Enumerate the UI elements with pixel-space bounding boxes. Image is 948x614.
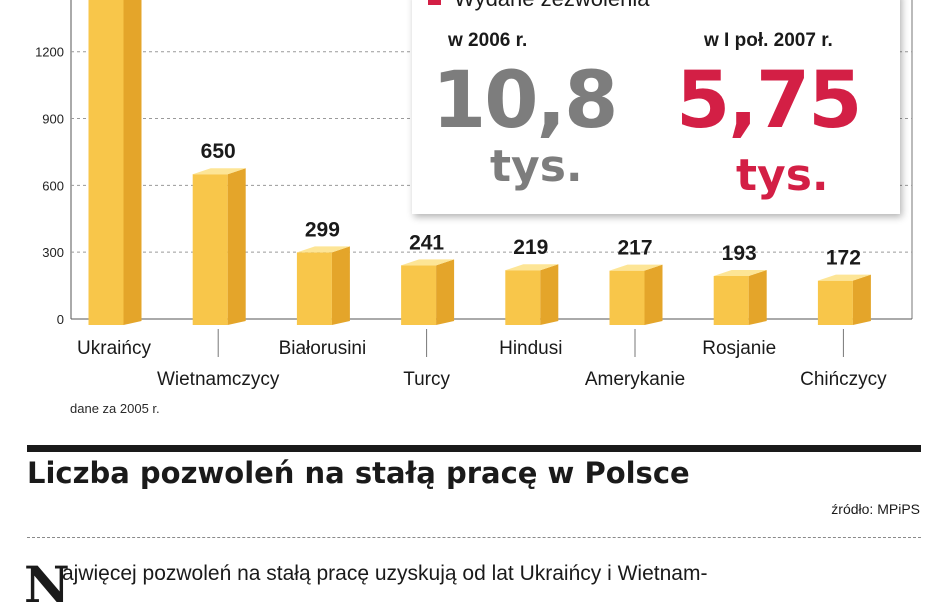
bar-top xyxy=(192,168,246,175)
chart-bars: 650 299 241 219 217 193 172 xyxy=(88,0,871,326)
bar-top xyxy=(609,264,663,271)
bar-value-label: 219 xyxy=(513,236,548,259)
bar-top xyxy=(505,264,559,271)
x-category-label: Rosjanie xyxy=(702,338,776,359)
x-category-label: Wietnamczycy xyxy=(157,369,280,390)
bar-front xyxy=(609,270,645,325)
bar-side xyxy=(436,259,455,325)
bar-top xyxy=(401,259,455,266)
bar-side xyxy=(123,0,142,325)
x-category-label: Chińczycy xyxy=(800,369,887,390)
bar: 193 xyxy=(713,242,767,325)
bar-side xyxy=(748,270,767,325)
bar-side xyxy=(540,264,559,325)
headline-rule xyxy=(27,445,921,452)
bar xyxy=(88,0,142,326)
data-note: dane za 2005 r. xyxy=(70,401,160,416)
bar-value-label: 241 xyxy=(409,231,444,254)
bar: 650 xyxy=(192,140,246,325)
y-tick-label: 900 xyxy=(42,112,64,127)
bar: 299 xyxy=(296,218,350,325)
bar-value-label: 193 xyxy=(722,242,757,265)
unit-2007: tys. xyxy=(736,150,829,201)
x-category-label: Białorusini xyxy=(279,338,367,359)
legend-label: Wydane zezwolenia xyxy=(454,0,649,12)
bar-side xyxy=(644,264,663,325)
value-2006: 10,8 xyxy=(432,56,618,146)
y-tick-label: 300 xyxy=(42,245,64,260)
bar-top xyxy=(713,270,767,277)
y-tick-label: 1200 xyxy=(35,45,64,60)
bar-front xyxy=(88,0,124,326)
x-category-label: Amerykanie xyxy=(585,369,685,390)
x-category-label: Turcy xyxy=(403,369,450,390)
bar: 172 xyxy=(817,247,871,325)
period-2007-label: w I poł. 2007 r. xyxy=(704,30,833,51)
x-category-label: Hindusi xyxy=(499,338,562,359)
bar-front xyxy=(192,174,228,325)
period-2006-label: w 2006 r. xyxy=(448,30,528,51)
bar-value-label: 650 xyxy=(201,140,236,163)
bar-front xyxy=(505,270,541,325)
y-tick-label: 0 xyxy=(57,312,64,327)
bar-value-label: 217 xyxy=(617,237,652,260)
permits-callout: Wydane zezwolenia w 2006 r. 10,8 tys. w … xyxy=(412,0,900,214)
bar-value-label: 172 xyxy=(826,247,861,270)
bar-front xyxy=(713,276,749,325)
unit-2006: tys. xyxy=(490,141,583,192)
value-2007: 5,75 xyxy=(676,56,862,146)
y-tick-label: 600 xyxy=(42,178,64,193)
bar: 217 xyxy=(609,237,663,325)
article-first-line: ajwięcej pozwoleń na stałą pracę uzyskuj… xyxy=(62,562,708,585)
source-note: źródło: MPiPS xyxy=(831,501,920,517)
bar: 241 xyxy=(401,231,455,325)
bar-side xyxy=(331,246,350,325)
bar-top xyxy=(296,246,350,253)
bar-front xyxy=(817,280,853,325)
bar-top xyxy=(817,274,871,281)
x-category-label: Ukraińcy xyxy=(77,338,151,359)
bar-value-label: 299 xyxy=(305,218,340,241)
bar-side xyxy=(852,274,871,325)
headline: Liczba pozwoleń na stałą pracę w Polsce xyxy=(27,456,690,490)
dashed-separator xyxy=(27,537,921,538)
bar-side xyxy=(227,168,246,325)
bar-chart: 0 300 600 900 1200 650 299 241 219 217 193 172 Ukr… xyxy=(35,0,913,390)
bar: 219 xyxy=(505,236,559,325)
bar-front xyxy=(296,252,332,325)
y-axis: 0 300 600 900 1200 xyxy=(35,45,64,327)
bar-front xyxy=(401,265,437,325)
legend-swatch xyxy=(428,0,441,5)
x-axis-labels: Ukraińcy Wietnamczycy Białorusini Turcy Hind… xyxy=(77,329,887,390)
